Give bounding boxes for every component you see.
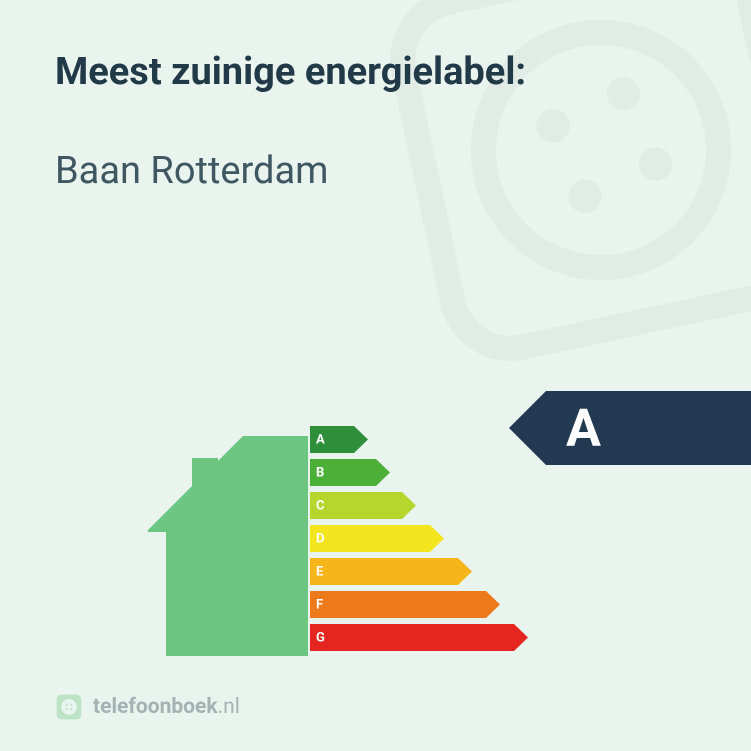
bar-shape (310, 624, 528, 651)
house-silhouette-icon (148, 436, 308, 656)
bar-label: F (316, 597, 323, 612)
footer-brand-tld: .nl (218, 695, 240, 719)
bar-label: C (316, 498, 325, 513)
bar-shape (310, 591, 500, 618)
grade-body: A (546, 391, 751, 465)
energy-chart: A B C D E F G A (0, 396, 751, 656)
grade-arrow-icon (509, 391, 546, 465)
footer-text: telefoonboek.nl (93, 695, 240, 719)
bar-label: B (316, 465, 324, 480)
bar-shape (310, 558, 472, 585)
bar-shape (310, 492, 416, 519)
watermark-icon (352, 0, 751, 399)
bar-label: A (316, 432, 325, 447)
grade-letter: A (566, 398, 601, 459)
bar-label: D (316, 531, 324, 546)
brand-logo-icon (55, 693, 83, 721)
energy-label-card: Meest zuinige energielabel: Baan Rotterd… (0, 0, 751, 751)
footer-brand-name: telefoonboek (93, 695, 218, 719)
footer-brand: telefoonboek.nl (55, 693, 240, 721)
bar-shape (310, 525, 444, 552)
grade-badge: A (509, 391, 751, 465)
bar-label: E (316, 564, 323, 579)
bar-label: G (316, 630, 325, 645)
